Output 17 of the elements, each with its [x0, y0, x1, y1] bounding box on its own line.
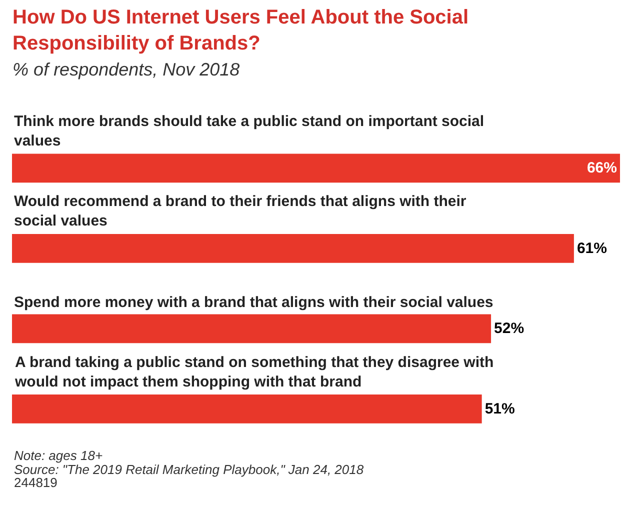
y-tick-label: Spend more money with a brand that aligns with their social values [14, 294, 494, 311]
data-label: 66% [586, 160, 617, 177]
bar [12, 234, 574, 263]
bar [12, 314, 492, 344]
text: Note: ages 18+ [14, 448, 103, 463]
y-tick-label: Would recommend a brand to their friends that aligns with their social values [14, 193, 466, 230]
data-label: 51% [484, 400, 515, 418]
source-note: Source: "The 2019 Retail Marketing Playbook," Jan 24, 2018 [14, 462, 364, 477]
chart-title: How Do US Internet Users Feel About the Social Responsibility of Brands? [12, 6, 469, 55]
bar [12, 394, 482, 424]
text: 244819 [14, 475, 58, 490]
data-label: 61% [576, 240, 607, 257]
data-label: 52% [494, 320, 524, 338]
bar [12, 154, 620, 183]
y-tick-label: Think more brands should take a public stand on important social values [14, 113, 484, 150]
chart-subtitle: % of respondents, Nov 2018 [12, 60, 240, 80]
y-tick-label: A brand taking a public stand on something that they disagree with would not impact them shopping with that brand [14, 354, 494, 390]
